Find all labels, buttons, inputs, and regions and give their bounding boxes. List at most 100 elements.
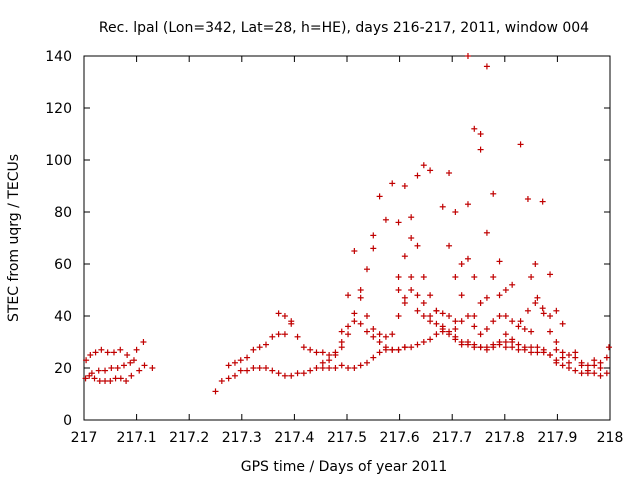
data-point (300, 344, 307, 351)
data-point (319, 349, 326, 356)
data-point (338, 362, 345, 369)
data-point (490, 344, 497, 351)
data-point (338, 339, 345, 345)
data-point (389, 180, 396, 187)
data-point (464, 339, 471, 345)
data-point (509, 339, 516, 345)
data-point (521, 326, 528, 332)
data-point (127, 359, 134, 366)
y-axis-label: STEC from uqrg / TECUs (6, 154, 22, 322)
data-point (140, 339, 147, 345)
data-point (509, 318, 516, 325)
data-point (401, 344, 408, 351)
data-point (363, 328, 370, 335)
data-point (452, 336, 459, 343)
data-point (389, 331, 396, 338)
data-point (464, 255, 471, 262)
x-tick-label: 217.5 (327, 430, 367, 446)
data-point (483, 63, 490, 70)
data-point (120, 362, 127, 369)
data-point (464, 201, 471, 208)
data-point (281, 372, 288, 379)
data-point (427, 292, 434, 299)
data-point (477, 131, 484, 137)
data-point (490, 318, 497, 325)
data-point (82, 375, 89, 382)
data-point (471, 313, 478, 319)
data-point (502, 331, 509, 338)
data-point (401, 253, 408, 260)
data-point (338, 344, 345, 351)
data-point (225, 375, 232, 382)
data-point (345, 365, 352, 371)
data-point (345, 323, 352, 330)
data-point (357, 294, 364, 301)
data-point (231, 359, 238, 366)
data-point (524, 196, 531, 202)
data-point (307, 346, 314, 353)
data-point (401, 300, 408, 306)
data-point (464, 313, 471, 319)
data-point (395, 274, 402, 280)
data-point (370, 354, 377, 361)
data-point (395, 287, 402, 293)
data-point (532, 261, 539, 267)
data-point (553, 346, 560, 353)
data-point (112, 375, 119, 382)
data-point (237, 357, 244, 364)
data-point (338, 328, 345, 335)
data-point (477, 300, 484, 306)
data-point (553, 339, 560, 345)
data-point (433, 320, 440, 327)
data-point (427, 336, 434, 343)
x-tick-label: 217.3 (222, 430, 262, 446)
data-point (262, 365, 269, 371)
data-point (496, 313, 503, 319)
data-point (547, 352, 554, 358)
data-point (477, 344, 484, 351)
data-point (401, 294, 408, 301)
data-point (149, 365, 156, 371)
data-point (483, 294, 490, 301)
data-point (319, 365, 326, 371)
data-point (427, 313, 434, 319)
y-tick-label: 100 (45, 153, 72, 169)
data-point (490, 274, 497, 280)
data-point (446, 331, 453, 338)
data-point (408, 235, 415, 241)
data-point (427, 167, 434, 174)
data-point (275, 370, 282, 377)
data-point (578, 362, 585, 369)
data-point (136, 367, 143, 374)
data-point (332, 352, 339, 358)
data-point (540, 310, 547, 317)
data-point (370, 245, 377, 252)
y-tick-label: 40 (54, 309, 72, 325)
data-point (92, 349, 99, 356)
data-point (439, 326, 446, 332)
data-point (133, 346, 140, 353)
data-point (389, 346, 396, 353)
data-point (351, 248, 358, 254)
data-point (439, 203, 446, 210)
data-point (471, 323, 478, 330)
data-point (357, 320, 364, 327)
data-point (524, 307, 531, 314)
data-point (547, 313, 554, 319)
data-point (471, 341, 478, 348)
data-point (104, 349, 111, 356)
data-point (250, 365, 257, 371)
data-point (496, 341, 503, 348)
data-point (395, 346, 402, 353)
data-point (124, 352, 131, 358)
data-point (591, 362, 598, 369)
data-point (326, 357, 333, 364)
plot-area-frame (83, 55, 611, 421)
data-point (225, 362, 232, 369)
data-point (458, 292, 465, 299)
data-point (376, 349, 383, 356)
data-point (539, 198, 546, 205)
data-point (540, 349, 547, 356)
data-point (313, 365, 320, 371)
data-point (559, 354, 566, 361)
